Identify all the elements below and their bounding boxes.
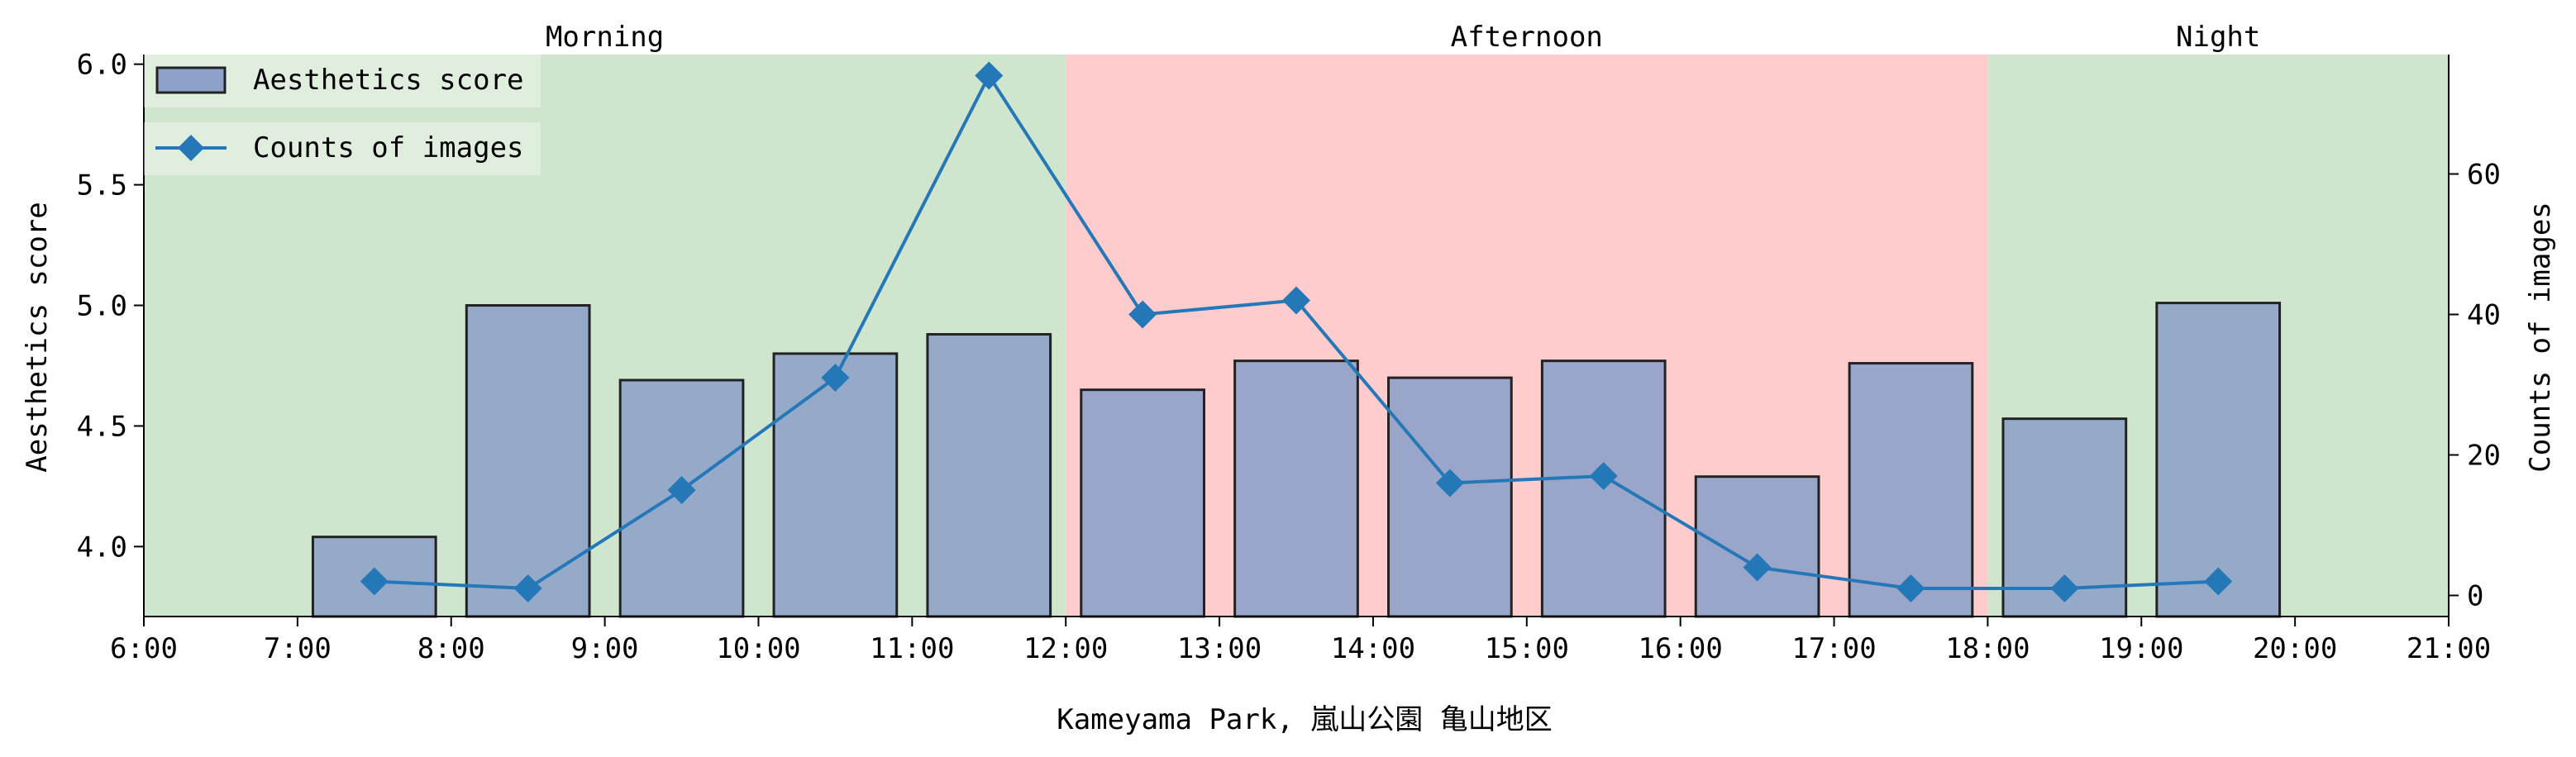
x-tick-label: 9:00 xyxy=(571,632,639,665)
count-point-diamond-icon xyxy=(1435,469,1464,498)
period-label-morning: Morning xyxy=(546,21,664,54)
x-tick-label: 10:00 xyxy=(716,632,800,665)
legend-label-bars: Aesthetics score xyxy=(253,64,524,97)
x-tick-label: 15:00 xyxy=(1485,632,1569,665)
x-tick-label: 21:00 xyxy=(2407,632,2491,665)
period-band-morning xyxy=(144,55,1066,617)
count-point-diamond-icon xyxy=(1282,286,1310,315)
bar xyxy=(772,352,899,618)
y-right-tick-label: 60 xyxy=(2467,159,2501,192)
x-tick-label: 20:00 xyxy=(2253,632,2337,665)
period-label-afternoon: Afternoon xyxy=(1451,21,1603,54)
period-backgrounds xyxy=(144,55,2449,617)
y-axis-right-label: Counts of images xyxy=(2524,202,2557,473)
bar xyxy=(1848,362,1974,618)
count-point-diamond-icon xyxy=(513,574,542,602)
period-label-night: Night xyxy=(2176,21,2260,54)
bar xyxy=(1387,376,1513,618)
count-point-diamond-icon xyxy=(360,567,389,596)
bar xyxy=(311,536,437,618)
x-tick-label: 18:00 xyxy=(1945,632,2030,665)
legend: Aesthetics score Counts of images xyxy=(144,55,541,175)
count-point-diamond-icon xyxy=(1589,462,1618,490)
y-left-tick-label: 5.0 xyxy=(77,290,127,323)
bar xyxy=(926,333,1052,618)
x-tick-label: 14:00 xyxy=(1331,632,1415,665)
legend-swatch-bars xyxy=(155,66,227,94)
legend-label-line: Counts of images xyxy=(253,131,524,164)
count-point-diamond-icon xyxy=(667,476,696,504)
count-point-diamond-icon xyxy=(1128,300,1157,329)
y-right-tick-label: 40 xyxy=(2467,299,2501,332)
count-point-diamond-icon xyxy=(2204,567,2233,596)
x-tick-label: 12:00 xyxy=(1023,632,1108,665)
y-right-tick-label: 0 xyxy=(2467,580,2483,613)
x-tick-label: 17:00 xyxy=(1791,632,1876,665)
y-axis-left-label: Aesthetics score xyxy=(21,202,54,473)
x-tick-label: 16:00 xyxy=(1638,632,1722,665)
x-axis-label: Kameyama Park, 嵐山公園 亀山地区 xyxy=(1057,703,1553,736)
y-right-tick-label: 20 xyxy=(2467,440,2501,473)
bars xyxy=(311,302,2282,618)
legend-diamond-icon xyxy=(178,135,204,161)
x-tick-label: 8:00 xyxy=(417,632,485,665)
bar xyxy=(1233,359,1359,618)
x-tick-label: 7:00 xyxy=(264,632,332,665)
labels: Kameyama Park, 嵐山公園 亀山地区 Aesthetics scor… xyxy=(21,21,2557,736)
count-point-diamond-icon xyxy=(1743,553,1772,582)
x-tick-label: 13:00 xyxy=(1177,632,1262,665)
y-left-tick-label: 6.0 xyxy=(77,49,127,82)
y-left-tick-label: 4.5 xyxy=(77,410,127,443)
count-line xyxy=(360,61,2233,602)
x-tick-label: 6:00 xyxy=(110,632,178,665)
bar xyxy=(1694,475,1820,618)
bar xyxy=(465,304,591,618)
y-left-tick-label: 4.0 xyxy=(77,531,127,564)
x-tick-label: 11:00 xyxy=(870,632,954,665)
axes: 6:00 7:00 8:00 9:00 10:00 11:00 12:00 13:00 14:0… xyxy=(77,49,2501,665)
x-tick-label: 19:00 xyxy=(2099,632,2183,665)
period-band-afternoon xyxy=(1066,55,1988,617)
count-point-diamond-icon xyxy=(2050,574,2079,602)
count-point-diamond-icon xyxy=(821,364,850,392)
bar xyxy=(1080,388,1205,618)
bar xyxy=(2155,302,2282,618)
y-left-tick-label: 5.5 xyxy=(77,169,127,202)
count-point-diamond-icon xyxy=(1896,574,1925,602)
count-point-diamond-icon xyxy=(975,61,1004,90)
